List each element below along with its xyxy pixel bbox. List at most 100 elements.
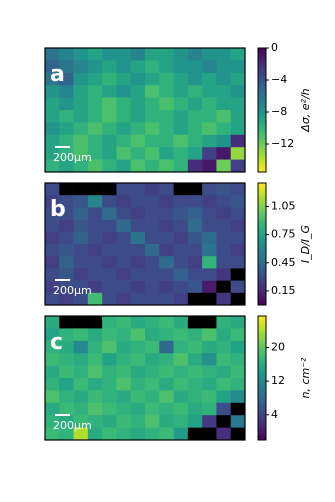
cell (73, 340, 89, 354)
cell (230, 256, 246, 269)
cell (202, 378, 217, 391)
cell (130, 219, 146, 233)
cell (130, 60, 146, 74)
masked-cell (102, 183, 117, 196)
cell (202, 97, 217, 111)
cell (59, 147, 74, 160)
colorbar (257, 47, 267, 173)
cell (102, 365, 117, 379)
cell (45, 183, 60, 196)
cell (202, 159, 217, 173)
cell (216, 390, 232, 404)
cell (73, 280, 89, 294)
cell (145, 378, 160, 391)
cell (130, 328, 146, 342)
cell (202, 134, 217, 148)
cell (116, 231, 132, 245)
cell (145, 340, 160, 354)
colorbar-tick-label: 12 (271, 374, 285, 387)
cell (173, 195, 189, 208)
cell (130, 427, 146, 441)
cell (87, 219, 103, 233)
cell (45, 195, 60, 208)
cell (45, 328, 60, 342)
cell (59, 72, 74, 86)
cell (216, 427, 232, 441)
cell (130, 207, 146, 220)
cell (130, 183, 146, 196)
cell (159, 415, 174, 428)
cell (59, 365, 74, 379)
cell (73, 256, 89, 269)
cell (145, 219, 160, 233)
cell (102, 268, 117, 281)
cell (159, 97, 174, 111)
cell (116, 328, 132, 342)
cell (130, 280, 146, 294)
cell (216, 110, 232, 123)
cell (216, 122, 232, 136)
cell (230, 60, 246, 74)
colorbar-label: I_D/I_G (299, 225, 312, 263)
cell (45, 207, 60, 220)
cell (73, 122, 89, 136)
colorbar-label: n, cm⁻² (299, 357, 312, 399)
colorbar-tick-label: 20 (271, 341, 285, 354)
cell (159, 72, 174, 86)
cell (116, 268, 132, 281)
cell (216, 183, 232, 196)
cell (187, 48, 203, 61)
cell (45, 48, 60, 61)
cell (87, 292, 103, 306)
cell (45, 85, 60, 98)
cell (87, 390, 103, 404)
cell (230, 110, 246, 123)
cell (116, 207, 132, 220)
cell (173, 219, 189, 233)
cell (102, 122, 117, 136)
cell (159, 378, 174, 391)
cell (130, 134, 146, 148)
cell (59, 415, 74, 428)
cell (102, 378, 117, 391)
cell (130, 402, 146, 416)
cell (130, 256, 146, 269)
cell (59, 48, 74, 61)
cell (87, 268, 103, 281)
cell (145, 292, 160, 306)
cell (73, 390, 89, 404)
cell (45, 122, 60, 136)
cell (230, 159, 246, 173)
cell (230, 122, 246, 136)
cell (59, 159, 74, 173)
panel-letter: c (50, 330, 63, 355)
cell (102, 60, 117, 74)
cell (73, 292, 89, 306)
cell (73, 195, 89, 208)
cell (216, 268, 232, 281)
cell (187, 207, 203, 220)
cell (173, 97, 189, 111)
cell (73, 159, 89, 173)
cell (130, 110, 146, 123)
cell (116, 244, 132, 257)
cell (202, 328, 217, 342)
cell (145, 85, 160, 98)
cell (202, 256, 217, 269)
masked-cell (230, 427, 246, 441)
cell (130, 122, 146, 136)
cell (145, 183, 160, 196)
cell (59, 244, 74, 257)
cell (116, 427, 132, 441)
colorbar-tick-label: 4 (271, 408, 278, 421)
panel-frame (44, 315, 246, 441)
cell (45, 268, 60, 281)
cell (145, 159, 160, 173)
cell (216, 365, 232, 379)
cell (116, 97, 132, 111)
cell (87, 353, 103, 366)
cell (216, 402, 232, 416)
cell (87, 328, 103, 342)
cell (87, 97, 103, 111)
cell (130, 97, 146, 111)
